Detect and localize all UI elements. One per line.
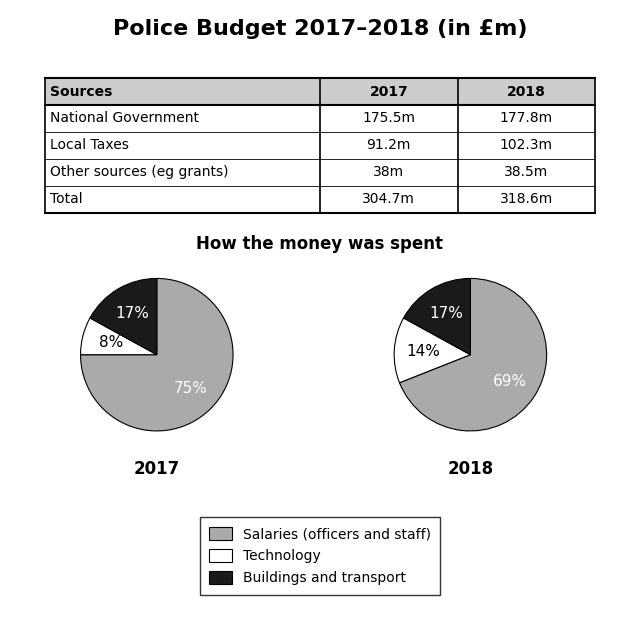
Text: National Government: National Government (50, 111, 199, 126)
Text: 17%: 17% (429, 306, 463, 321)
Text: 2017: 2017 (369, 84, 408, 99)
Bar (45, 78, 595, 105)
Text: 177.8m: 177.8m (500, 111, 553, 126)
Text: Total: Total (50, 192, 83, 206)
Text: How the money was spent: How the money was spent (196, 235, 444, 253)
Text: Sources: Sources (50, 84, 112, 99)
Bar (45, 159, 595, 186)
Text: 318.6m: 318.6m (500, 192, 553, 206)
Text: 2018: 2018 (447, 459, 493, 478)
Text: 75%: 75% (173, 381, 207, 396)
Text: 175.5m: 175.5m (362, 111, 415, 126)
Wedge shape (394, 318, 470, 382)
Text: 38m: 38m (373, 165, 404, 179)
Legend: Salaries (officers and staff), Technology, Buildings and transport: Salaries (officers and staff), Technolog… (200, 518, 440, 595)
Bar (45, 186, 595, 213)
Wedge shape (90, 279, 157, 355)
Text: 102.3m: 102.3m (500, 138, 553, 152)
Bar (45, 105, 595, 132)
Text: 69%: 69% (492, 374, 527, 389)
Wedge shape (81, 279, 233, 431)
Text: 2018: 2018 (507, 84, 546, 99)
Bar (45, 132, 595, 159)
Wedge shape (404, 279, 470, 355)
Text: Local Taxes: Local Taxes (50, 138, 129, 152)
Text: 14%: 14% (406, 344, 440, 359)
Text: 8%: 8% (99, 336, 123, 351)
Text: 38.5m: 38.5m (504, 165, 548, 179)
Text: 2017: 2017 (134, 459, 180, 478)
Text: Police Budget 2017–2018 (in £m): Police Budget 2017–2018 (in £m) (113, 19, 527, 39)
Text: 91.2m: 91.2m (367, 138, 411, 152)
Wedge shape (399, 279, 547, 431)
Text: 304.7m: 304.7m (362, 192, 415, 206)
Wedge shape (81, 318, 157, 355)
Text: Other sources (eg grants): Other sources (eg grants) (50, 165, 228, 179)
Text: 17%: 17% (116, 306, 150, 321)
